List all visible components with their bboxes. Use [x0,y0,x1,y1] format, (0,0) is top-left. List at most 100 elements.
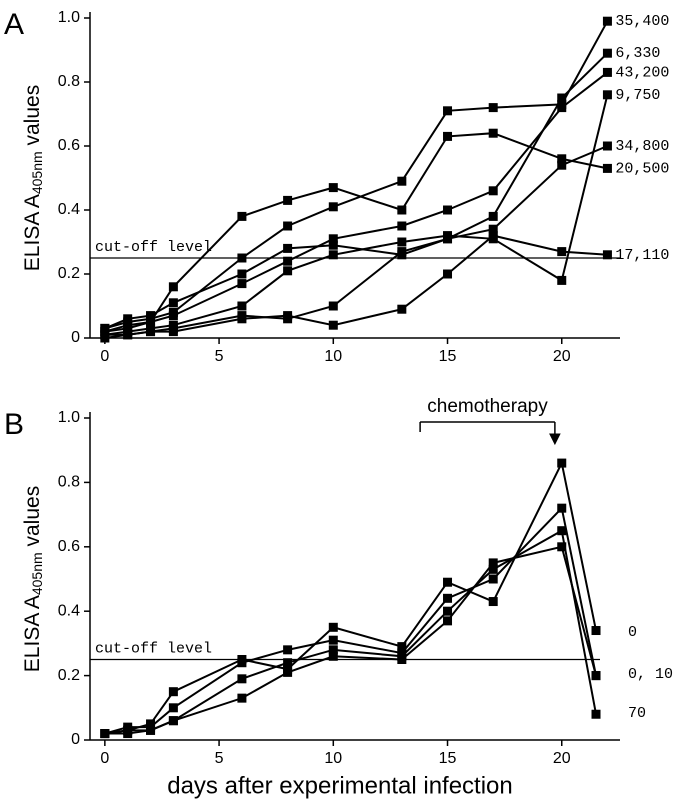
marker [397,655,407,664]
series-label: 17,110 [615,247,669,264]
marker [168,703,178,713]
marker [488,211,498,221]
marker [557,247,567,257]
marker [146,725,156,735]
marker [557,503,567,513]
marker [237,279,247,289]
marker [283,667,293,677]
marker [557,103,567,113]
y-title-rest: values [21,85,44,152]
marker [146,327,156,337]
chemo-arrow-head [549,433,561,446]
marker [283,221,293,231]
marker [237,301,247,311]
marker [237,269,247,279]
marker [443,606,453,616]
marker [168,327,178,337]
marker [283,266,293,276]
marker [591,626,601,636]
x-tick-label: 15 [439,750,457,767]
marker [557,542,567,552]
marker [488,224,498,234]
marker [488,564,498,574]
y-title-main: ELISA A [21,595,44,672]
x-tick-label: 15 [439,348,457,365]
series-label: 43,200 [615,64,669,81]
marker [328,240,338,250]
end-label: 0 [628,624,637,641]
y-tick-label: 0.8 [58,73,80,90]
y-axis-title: ELISA A405nm values [21,486,45,672]
marker [168,298,178,308]
x-tick-label: 0 [100,348,109,365]
x-axis-title: days after experimental infection [167,772,513,799]
marker [237,211,247,221]
marker [488,597,498,607]
marker [602,48,612,58]
marker [283,645,293,655]
y-tick-label: 0.8 [58,474,80,491]
marker [146,311,156,321]
cutoff-label: cut-off level [95,640,212,657]
series-label: 34,800 [615,138,669,155]
marker [237,658,247,668]
series-line [104,460,597,735]
y-title-sub: 405nm [29,552,45,595]
marker [123,725,133,735]
chemo-label: chemotherapy [427,396,548,417]
series-label: 6,330 [615,45,660,62]
panel-label: A [4,8,24,41]
marker [602,16,612,26]
x-tick-label: 5 [215,348,224,365]
marker [328,320,338,330]
marker [168,716,178,726]
marker [557,526,567,536]
y-title-rest: values [21,486,44,553]
marker [602,250,612,260]
y-tick-label: 0.4 [58,201,80,218]
marker [283,658,293,668]
marker [123,320,133,330]
marker [283,256,293,266]
y-tick-label: 0.4 [58,602,80,619]
marker [557,458,567,468]
series-line [104,94,609,336]
panel-label: B [4,408,24,441]
series-line [104,71,609,333]
marker [488,186,498,196]
marker [591,671,601,681]
marker [397,221,407,231]
marker [443,593,453,603]
marker [168,687,178,697]
marker [328,651,338,661]
x-tick-label: 20 [553,348,571,365]
y-tick-label: 1.0 [58,9,80,26]
marker [443,106,453,116]
marker [397,247,407,257]
end-label: 70 [628,705,646,722]
marker [602,67,612,77]
marker [591,709,601,719]
marker [328,622,338,632]
marker [168,311,178,321]
marker [557,93,567,103]
marker [397,304,407,314]
y-axis-title: ELISA A405nm values [21,85,45,271]
marker [146,317,156,327]
y-tick-label: 0 [71,329,80,346]
x-tick-label: 10 [324,750,342,767]
marker [237,253,247,263]
marker [397,205,407,215]
marker [237,314,247,324]
series-line [104,132,608,333]
series-line [104,20,609,330]
marker [328,301,338,311]
marker [283,195,293,205]
marker [397,237,407,247]
marker [328,234,338,244]
series-label: 9,750 [615,87,660,104]
marker [397,642,407,652]
x-tick-label: 5 [215,750,224,767]
marker [283,311,293,321]
marker [488,558,498,568]
